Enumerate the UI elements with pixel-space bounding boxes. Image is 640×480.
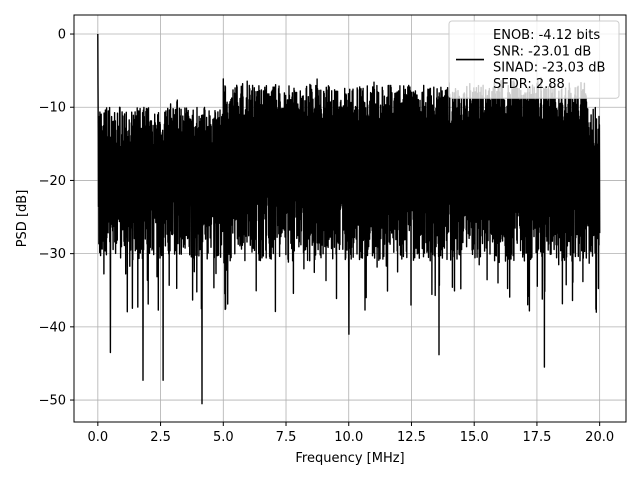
y-tick-label: −30	[39, 247, 66, 262]
x-tick-label: 5.0	[213, 430, 234, 445]
x-axis-label: Frequency [MHz]	[295, 451, 404, 466]
x-tick-label: 15.0	[460, 430, 489, 445]
x-tick-label: 7.5	[276, 430, 297, 445]
x-tick-label: 17.5	[522, 430, 551, 445]
x-axis-ticks: 0.0 2.5 5.0 7.5 10.0 12.5 15.0 17.5 20.0	[87, 422, 614, 445]
x-tick-label: 2.5	[150, 430, 171, 445]
psd-line	[97, 33, 601, 405]
legend-label-line: SINAD: -23.03 dB	[493, 61, 605, 76]
axes-frame	[73, 14, 627, 423]
legend-label-line: SNR: -23.01 dB	[493, 44, 591, 59]
legend-label-line: ENOB: -4.12 bits	[493, 28, 600, 43]
y-tick-label: −50	[39, 394, 66, 409]
psd-series	[97, 33, 601, 405]
x-tick-label: 10.0	[334, 430, 363, 445]
x-tick-label: 0.0	[87, 430, 108, 445]
x-tick-label: 20.0	[585, 430, 614, 445]
x-tick-label: 12.5	[397, 430, 426, 445]
y-tick-label: −10	[39, 101, 66, 116]
y-axis-ticks: 0 −10 −20 −30 −40 −50	[39, 28, 74, 409]
y-tick-label: −20	[39, 174, 66, 189]
y-axis-label: PSD [dB]	[15, 190, 30, 248]
legend-box	[448, 20, 620, 99]
legend-label-line: SFDR: 2.88	[493, 77, 565, 92]
y-tick-label: 0	[58, 28, 66, 43]
y-tick-label: −40	[39, 320, 66, 335]
